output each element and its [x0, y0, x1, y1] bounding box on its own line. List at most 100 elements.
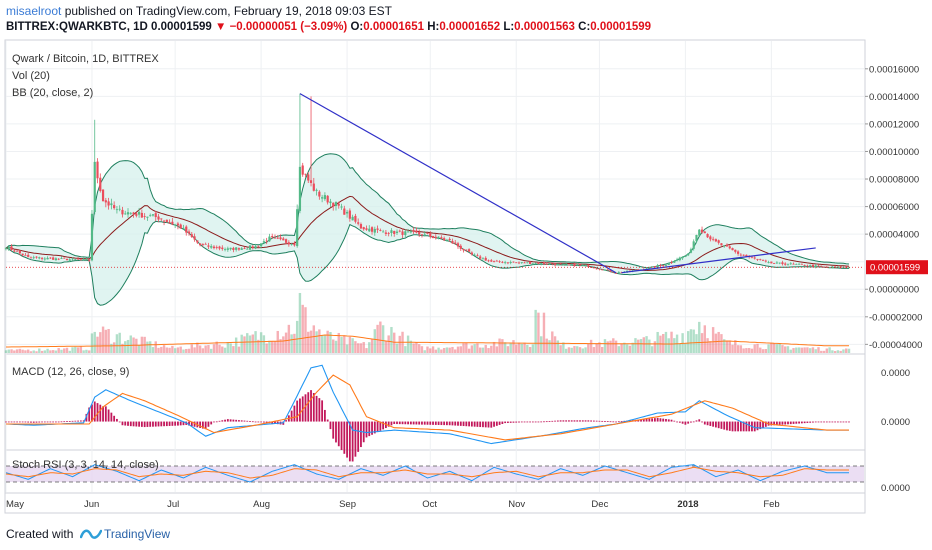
- candle-body: [368, 228, 371, 232]
- macd-histogram-bar: [79, 420, 82, 422]
- candle-body: [393, 230, 396, 234]
- volume-bar: [165, 347, 169, 353]
- candle-body: [321, 197, 324, 199]
- candle-body: [570, 264, 573, 265]
- macd-histogram-bar: [698, 419, 701, 422]
- macd-histogram-bar: [498, 421, 501, 425]
- candle-body: [498, 261, 501, 263]
- macd-histogram-bar: [457, 421, 459, 426]
- price-tick-label: 0.00004000: [869, 230, 919, 241]
- volume-bar: [811, 347, 815, 353]
- candle-body: [756, 258, 759, 260]
- volume-bar: [539, 336, 543, 353]
- volume-bar: [670, 331, 673, 353]
- volume-bar: [29, 351, 33, 353]
- candle-body: [162, 220, 166, 222]
- macd-histogram-bar: [262, 421, 265, 423]
- candle-body: [742, 254, 745, 256]
- volume-bar: [781, 345, 784, 353]
- candle-body: [725, 244, 729, 247]
- candle-body: [315, 189, 318, 191]
- volume-bar: [198, 345, 202, 353]
- macd-histogram-bar: [745, 421, 748, 432]
- volume-bar: [412, 343, 415, 353]
- candle-body: [504, 262, 507, 264]
- volume-bar: [96, 336, 99, 353]
- candle-body: [609, 270, 612, 272]
- volume-bar: [806, 347, 809, 353]
- macd-histogram-bar: [770, 421, 773, 426]
- trendlines[interactable]: [299, 93, 816, 274]
- stoch-rsi-pane: 0.0000: [5, 464, 910, 494]
- bollinger-bands: [5, 153, 850, 306]
- volume-bar: [731, 344, 734, 353]
- legend-volume[interactable]: Vol (20): [12, 70, 50, 82]
- candle-body: [443, 238, 446, 241]
- volume-bar: [490, 345, 493, 353]
- volume-bar: [282, 336, 285, 353]
- chart-canvas[interactable]: 0.00001599 0.00016000 0.00014000 0.0001200…: [0, 0, 932, 519]
- macd-histogram-bar: [523, 421, 526, 423]
- macd-histogram-bar: [346, 421, 348, 458]
- candle-body: [437, 236, 440, 238]
- price-tick-label: 0.00012000: [869, 119, 919, 130]
- author-link[interactable]: misaelroot: [6, 4, 62, 18]
- macd-histogram-bar: [673, 420, 676, 422]
- volume-bar: [354, 341, 357, 353]
- volume-bar: [700, 333, 704, 353]
- macd-histogram-bar: [651, 418, 654, 422]
- low-key: L:: [503, 21, 515, 33]
- volume-bar: [808, 348, 812, 353]
- macd-histogram-bar: [412, 421, 415, 425]
- time-axis[interactable]: May Jun Jul Aug Sep Oct Nov Dec 2018 Feb: [6, 499, 780, 510]
- volume-bar: [63, 348, 66, 353]
- volume-bar: [639, 339, 643, 353]
- tradingview-brand[interactable]: TradingView: [104, 527, 171, 541]
- volume-bar: [343, 335, 346, 353]
- legend-bollinger[interactable]: BB (20, close, 2): [12, 87, 93, 99]
- candle-body: [370, 227, 374, 232]
- volume-bar: [506, 346, 510, 353]
- candle-body: [767, 262, 770, 263]
- macd-histogram-bar: [692, 421, 695, 423]
- candle-body: [723, 245, 726, 247]
- volume-bar: [157, 347, 160, 353]
- volume-bar: [553, 336, 557, 353]
- candle-body: [223, 249, 227, 251]
- volume-bar: [725, 341, 729, 353]
- volume-bar: [761, 349, 765, 353]
- tradingview-logo-icon[interactable]: [80, 527, 102, 541]
- volume-bar: [312, 325, 316, 353]
- volume-bar: [4, 350, 8, 353]
- volume-bar: [528, 347, 532, 353]
- volume-bar: [664, 331, 668, 353]
- candle-body: [831, 266, 834, 268]
- volume-bar: [104, 329, 108, 353]
- macd-histogram-bar: [96, 403, 99, 422]
- stoch-title[interactable]: Stoch RSI (3, 3, 14, 14, close): [12, 459, 159, 471]
- volume-bar: [775, 344, 779, 353]
- volume-bar: [315, 331, 318, 353]
- candle-body: [412, 230, 415, 232]
- macd-histogram-bar: [629, 420, 631, 422]
- macd-title[interactable]: MACD (12, 26, close, 9): [12, 366, 129, 378]
- price-tick-label: 0.00010000: [869, 147, 919, 158]
- volume-bar: [709, 341, 712, 353]
- trendline-1: [621, 247, 816, 274]
- macd-histogram-bar: [540, 421, 543, 423]
- volume-bar: [778, 343, 781, 353]
- price-axis[interactable]: 0.00016000 0.00014000 0.00012000 0.00010000…: [865, 64, 922, 351]
- volume-bar: [825, 348, 829, 353]
- candle-body: [847, 267, 851, 269]
- volume-bar: [190, 344, 193, 353]
- price-tick-label: 0.00014000: [869, 92, 919, 103]
- volume-bar: [376, 324, 379, 353]
- volume-bar: [476, 343, 479, 353]
- trendline-0: [299, 93, 617, 274]
- volume-bar: [645, 336, 648, 353]
- macd-histogram-bar: [764, 421, 767, 427]
- candle-body: [817, 265, 820, 267]
- macd-histogram-bar: [576, 420, 579, 422]
- macd-histogram-bar: [837, 421, 839, 423]
- macd-histogram-bar: [224, 419, 226, 422]
